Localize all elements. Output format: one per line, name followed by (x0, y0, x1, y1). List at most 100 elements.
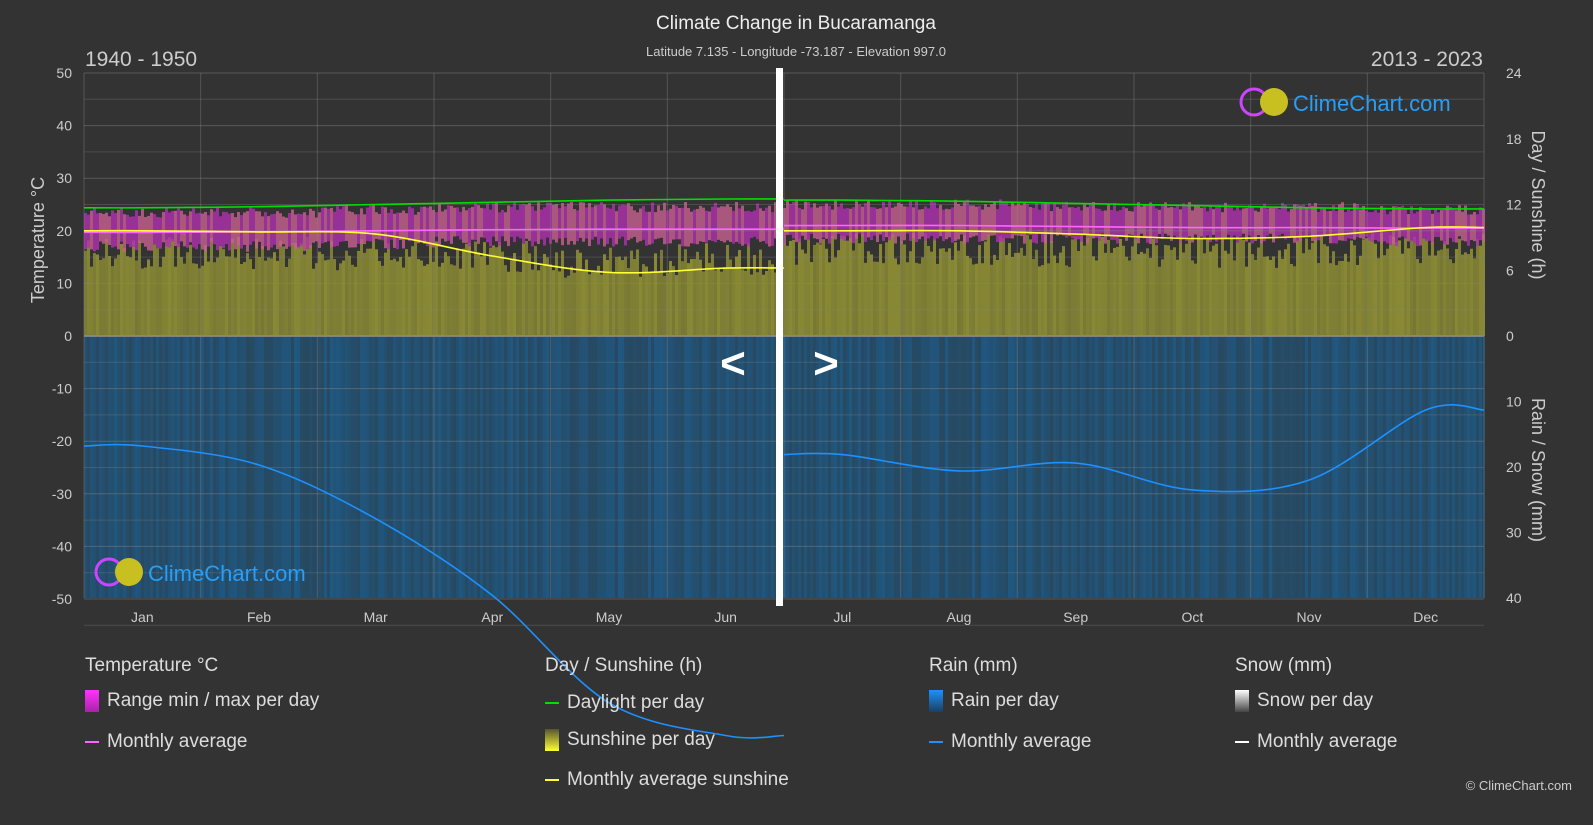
sunshine-day-bar (1395, 242, 1398, 336)
rain-day-bar (1002, 336, 1005, 598)
sunshine-day-bar (246, 253, 249, 336)
temp-range-bar (1314, 202, 1317, 241)
temp-range-bar (1224, 202, 1227, 239)
temp-range-bar (939, 204, 942, 237)
sunshine-day-bar (1416, 258, 1419, 336)
rain-day-bar (843, 336, 846, 598)
rain-day-bar (1332, 336, 1335, 598)
rain-day-bar (474, 336, 477, 598)
rain-day-bar (261, 336, 264, 598)
rain-day-bar (732, 336, 735, 598)
temp-range-bar (639, 208, 642, 242)
rain-day-bar (213, 336, 216, 598)
rain-day-bar (1230, 336, 1233, 598)
rain-day-bar (171, 336, 174, 598)
prev-arrow-button[interactable]: < (720, 339, 746, 388)
rain-day-bar (690, 336, 693, 598)
rain-day-bar (1215, 336, 1218, 598)
rain-day-bar (903, 336, 906, 598)
sunshine-day-bar (1365, 238, 1368, 336)
temp-range-bar (936, 208, 939, 239)
sunshine-day-bar (1320, 235, 1323, 336)
rain-day-bar (252, 336, 255, 598)
sunshine-day-bar (1242, 240, 1245, 336)
sunshine-day-bar (669, 261, 672, 336)
sunshine-day-bar (1251, 254, 1254, 336)
rain-day-bar (882, 336, 885, 598)
copyright: © ClimeChart.com (1466, 778, 1572, 793)
rain-day-bar (1281, 336, 1284, 598)
sunshine-day-bar (84, 250, 87, 336)
sunshine-day-bar (1314, 239, 1317, 336)
sunshine-day-bar (435, 241, 438, 336)
temp-range-bar (915, 200, 918, 243)
sunshine-day-bar (1335, 265, 1338, 336)
rain-day-bar (969, 336, 972, 598)
temp-range-bar (423, 206, 426, 244)
sunshine-day-bar (399, 256, 402, 336)
rain-day-bar (627, 336, 630, 598)
rain-day-bar (645, 336, 648, 598)
sunshine-day-bar (795, 264, 798, 336)
sunshine-day-bar (486, 264, 489, 336)
sunshine-day-bar (513, 252, 516, 336)
sunshine-day-bar (1065, 265, 1068, 336)
temp-range-bar (1062, 204, 1065, 236)
rain-day-bar (195, 336, 198, 598)
rain-day-bar (1326, 336, 1329, 598)
rain-day-bar (597, 336, 600, 598)
temp-range-bar (318, 212, 321, 248)
sunshine-day-bar (903, 244, 906, 336)
temp-range-bar (756, 203, 759, 240)
temp-range-bar (1227, 205, 1230, 235)
sunshine-day-bar (123, 248, 126, 336)
sunshine-day-bar (1356, 264, 1359, 336)
rain-day-bar (774, 336, 777, 598)
temp-tick-label: 40 (56, 118, 72, 134)
logo-top[interactable]: ClimeChart.com (1239, 87, 1451, 117)
rain-day-bar (1245, 336, 1248, 598)
rain-day-bar (153, 336, 156, 598)
temp-range-bar (732, 210, 735, 244)
rain-day-bar (579, 336, 582, 598)
temp-range-bar (165, 208, 168, 247)
temp-range-bar (591, 207, 594, 240)
temp-range-bar (1242, 208, 1245, 234)
temp-range-bar (627, 203, 630, 241)
rain-day-bar (1359, 336, 1362, 598)
temp-range-bar (1353, 203, 1356, 240)
rain-day-bar (531, 336, 534, 598)
sunshine-day-bar (1389, 235, 1392, 336)
rain-day-bar (546, 336, 549, 598)
sunshine-day-bar (153, 244, 156, 336)
rain-day-bar (699, 336, 702, 598)
rain-day-bar (510, 336, 513, 598)
sunshine-day-bar (453, 265, 456, 336)
sunshine-day-bar (1011, 256, 1014, 336)
chart-subtitle: Latitude 7.135 - Longitude -73.187 - Ele… (646, 44, 946, 59)
logo-bottom[interactable]: ClimeChart.com (94, 557, 306, 587)
rain-day-bar (1482, 336, 1485, 598)
rain-day-bar (1437, 336, 1440, 598)
rain-day-bar (1089, 336, 1092, 598)
temp-range-bar (456, 207, 459, 237)
temp-tick-label: 10 (56, 275, 72, 291)
rain-day-bar (1161, 336, 1164, 598)
rain-day-bar (567, 336, 570, 598)
sunshine-day-bar (1278, 250, 1281, 336)
rain-day-bar (483, 336, 486, 598)
sunshine-day-bar (345, 250, 348, 336)
rain-day-bar (1029, 336, 1032, 598)
temp-range-bar (1380, 206, 1383, 244)
sunshine-day-bar (1206, 239, 1209, 336)
rain-day-bar (855, 336, 858, 598)
sunshine-day-bar (744, 270, 747, 336)
rain-day-bar (1206, 336, 1209, 598)
next-arrow-button[interactable]: > (813, 339, 839, 388)
temp-range-bar (1461, 211, 1464, 241)
period-divider[interactable] (776, 68, 783, 606)
sunshine-day-bar (1470, 248, 1473, 336)
rain-day-bar (819, 336, 822, 598)
sunshine-day-bar (570, 266, 573, 336)
temp-range-bar (459, 211, 462, 240)
